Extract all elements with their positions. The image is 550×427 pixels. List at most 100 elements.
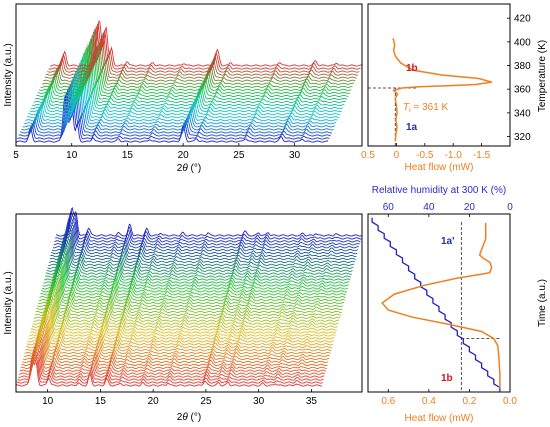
x-tick-label: 0.4 [422,396,436,407]
top-dsc-ylabel: Temperature (K) [537,40,548,112]
x-tick-label: 30 [253,396,265,407]
x-tick-label: -1.0 [445,150,463,161]
xrd-trace [26,318,333,349]
xrd-trace [48,236,355,266]
x-tick-label: 0.0 [503,396,517,407]
bottom-dsc-ylabel: Time (a.u.) [537,279,548,327]
xrd-trace [49,20,362,67]
xrd-trace [36,280,343,311]
bottom-xrd-x-ticks: 10 15 20 25 30 35 [42,389,317,407]
xrd-trace [48,23,361,70]
bottom-xrd-panel: 10 15 20 25 30 35 Intensity (a.u.) 2θ (°) [3,206,363,423]
top-xrd-x-ticks: 5 10 15 20 25 30 [13,143,301,161]
y-tick-label: 420 [514,14,531,25]
xrd-trace [30,301,337,331]
top-x-tick-label: 20 [464,202,476,213]
top-dsc-heatflow-curve [392,38,493,142]
y-tick-label: 320 [514,132,531,143]
xrd-trace [50,227,357,258]
x-tick-label: 0.6 [381,396,395,407]
x-tick-label: 0 [394,150,400,161]
xrd-trace [25,322,332,352]
top-xrd-frame [15,3,363,147]
xrd-trace [39,269,346,299]
xrd-trace [47,25,360,73]
x-tick-label: 10 [66,150,78,161]
xrd-trace [18,348,325,378]
x-tick-label: 20 [148,396,160,407]
xrd-trace [23,328,330,358]
top-dsc-panel: 0.5 0 -0.5 -1.0 -1.5 320 340 360 380 400 420 1b 1a… [361,3,548,173]
xrd-trace [33,292,340,322]
x-tick-label: 0.5 [361,150,375,161]
xrd-trace [24,325,331,355]
top-x-tick-label: 40 [423,202,435,213]
xrd-trace [51,224,358,255]
xrd-trace [41,262,348,293]
xrd-trace [52,218,359,249]
bottom-xrd-traces [15,206,363,387]
xrd-trace [22,332,329,364]
xrd-trace [37,277,344,308]
xrd-trace [55,206,363,237]
xrd-trace [22,330,330,361]
xrd-trace [45,27,358,76]
xrd-trace [19,343,327,372]
xrd-trace [44,249,352,278]
xrd-trace [32,294,339,325]
xrd-trace [51,221,359,252]
x-tick-label: 30 [289,150,301,161]
phase-label-1b-bottom: 1b [441,373,453,384]
bottom-xrd-frame [15,213,363,393]
x-tick-label: 15 [122,150,134,161]
bottom-dsc-xlabel: Heat flow (mW) [405,413,474,424]
x-tick-label: 0.2 [462,396,476,407]
top-dsc-xlabel: Heat flow (mW) [405,162,474,173]
bottom-dsc-panel: 0.6 0.4 0.2 0.0 60 40 20 0 1a' 1b Relative humi… [367,185,548,424]
bottom-xrd-xlabel: 2θ (°) [177,412,201,423]
xrd-trace [47,238,354,269]
xrd-trace [27,312,334,343]
xrd-trace [17,350,324,381]
xrd-trace [31,297,338,328]
transition-temperature-label: Ti = 361 K [403,102,449,114]
xrd-trace [33,290,341,319]
xrd-trace [26,315,334,346]
bottom-rh-xlabel: Relative humidity at 300 K (%) [372,185,507,196]
xrd-trace [44,30,357,79]
bottom-dsc-heatflow-curve [381,222,501,389]
top-xrd-panel: 5 10 15 20 25 30 Intensity (a.u.) 2θ (°) [3,3,363,174]
x-tick-label: -1.5 [473,150,491,161]
xrd-trace [37,274,344,305]
x-tick-label: 25 [233,150,245,161]
xrd-trace [29,305,337,334]
x-tick-label: 35 [306,396,318,407]
xrd-trace [35,284,342,314]
bottom-xrd-ylabel: Intensity (a.u.) [3,271,14,334]
xrd-trace [53,216,360,246]
top-xrd-traces [15,20,362,143]
xrd-trace [48,234,356,264]
xrd-trace [45,245,352,275]
xrd-trace [20,340,327,369]
top-xrd-ylabel: Intensity (a.u.) [3,43,14,106]
xrd-trace [55,210,362,240]
xrd-trace [28,310,335,340]
x-tick-label: 10 [42,396,54,407]
xrd-trace [16,353,323,384]
y-tick-label: 360 [514,85,531,96]
y-tick-label: 400 [514,37,531,48]
xrd-trace [19,346,326,375]
x-tick-label: 25 [200,396,212,407]
xrd-trace [54,213,361,243]
bottom-dsc-frame [367,213,511,393]
xrd-trace [49,231,356,261]
xrd-trace [46,241,353,272]
top-dsc-ticks: 0.5 0 -0.5 -1.0 -1.5 320 340 360 380 400 420 [361,14,531,161]
xrd-trace [38,272,345,302]
xrd-trace [29,308,336,337]
x-tick-label: 5 [13,150,19,161]
top-x-tick-label: 60 [383,202,395,213]
x-tick-label: 20 [178,150,190,161]
